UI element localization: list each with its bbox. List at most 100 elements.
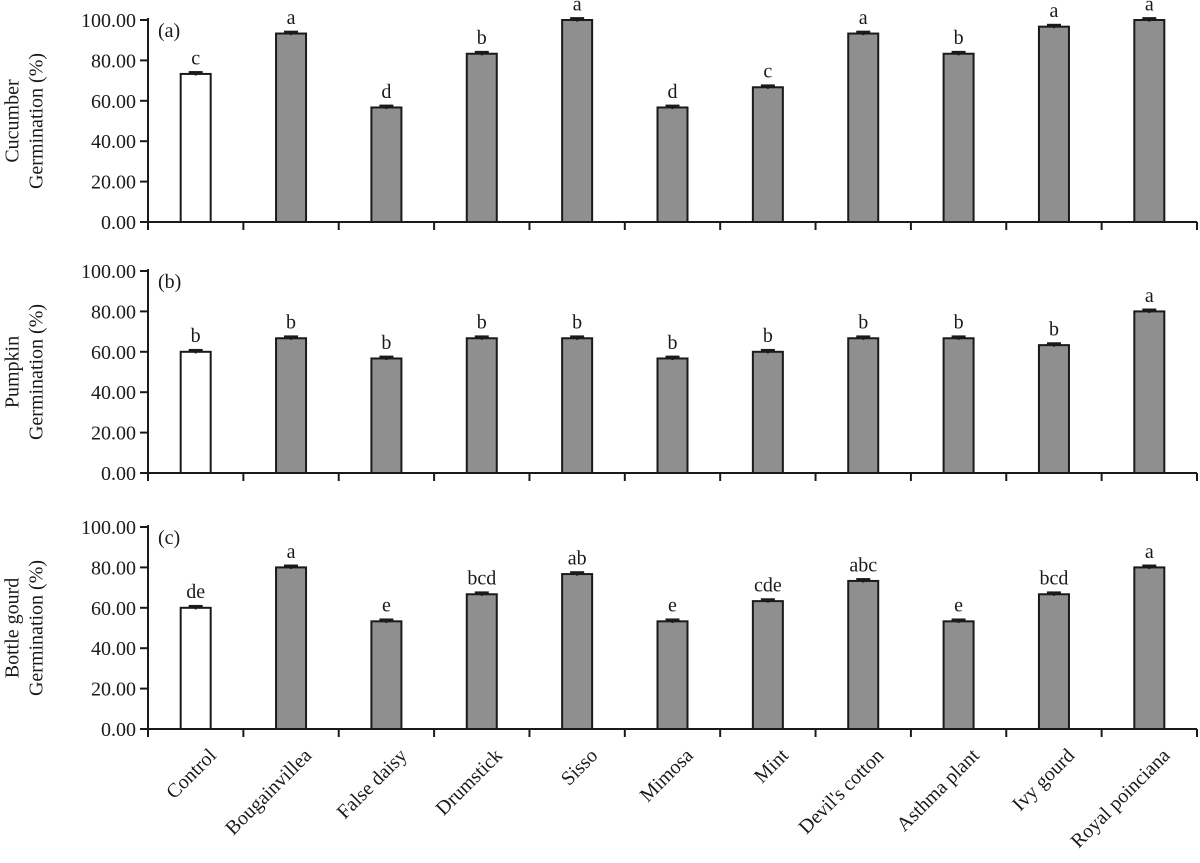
x-tick-label: False daisy — [333, 745, 412, 824]
significance-letter: b — [668, 332, 678, 354]
significance-letter: a — [287, 7, 296, 29]
significance-letter: ab — [568, 547, 587, 569]
y-tick-label: 80.00 — [91, 557, 136, 579]
y-axis-label: Germination (%) — [26, 560, 48, 696]
y-tick-label: 100.00 — [81, 10, 136, 32]
bar — [1133, 310, 1166, 474]
bar — [847, 579, 880, 731]
panel-label: (a) — [158, 20, 180, 42]
y-tick-label: 0.00 — [101, 719, 136, 741]
significance-letter: abc — [849, 554, 877, 576]
significance-letter: a — [1145, 541, 1154, 563]
significance-letter: e — [382, 595, 391, 617]
y-tick-label: 0.00 — [101, 212, 136, 234]
bar — [656, 106, 689, 223]
bar — [275, 566, 308, 731]
significance-letter: a — [859, 7, 868, 29]
bar — [1037, 25, 1070, 223]
bar — [465, 337, 498, 474]
x-tick-label: Control — [162, 744, 221, 803]
significance-letter: d — [381, 81, 391, 103]
y-tick-label: 60.00 — [91, 342, 136, 364]
bar — [179, 606, 212, 730]
bar — [1133, 19, 1166, 223]
y-tick-label: 80.00 — [91, 50, 136, 72]
significance-letter: b — [1049, 319, 1059, 341]
significance-letter: c — [763, 61, 772, 83]
bar — [370, 620, 403, 730]
bar — [179, 350, 212, 474]
x-tick-label: Mimosa — [636, 745, 698, 807]
x-tick-label: Bougainvillea — [221, 745, 316, 840]
significance-letter: d — [668, 81, 678, 103]
significance-letter: e — [954, 595, 963, 617]
y-tick-label: 80.00 — [91, 301, 136, 323]
bar — [847, 32, 880, 224]
y-tick-label: 0.00 — [101, 463, 136, 485]
significance-letter: b — [381, 332, 391, 354]
y-tick-label: 20.00 — [91, 423, 136, 445]
y-axis-label: Cucumber — [2, 79, 24, 163]
significance-letter: b — [572, 312, 582, 334]
bar — [465, 52, 498, 224]
panel-label: (b) — [158, 271, 181, 293]
bar — [561, 19, 594, 223]
y-tick-label: 20.00 — [91, 679, 136, 701]
x-tick-label: Ivy gourd — [1008, 745, 1079, 816]
bar — [465, 593, 498, 730]
y-tick-label: 100.00 — [81, 261, 136, 283]
significance-letter: b — [954, 27, 964, 49]
x-tick-label: Mint — [750, 744, 793, 787]
significance-letter: b — [954, 312, 964, 334]
x-tick-label: Devil's cotton — [794, 745, 888, 839]
x-tick-label: Drumstick — [432, 745, 507, 820]
bar — [656, 620, 689, 730]
bar — [1133, 566, 1166, 731]
y-axis-label: Pumpkin — [2, 336, 24, 408]
bar — [751, 86, 784, 223]
significance-letter: bcd — [467, 568, 496, 590]
bar — [275, 337, 308, 474]
bar — [751, 350, 784, 474]
y-axis-label: Germination (%) — [26, 53, 48, 189]
bar — [179, 72, 212, 223]
bar — [1037, 593, 1070, 730]
bar — [942, 620, 975, 730]
y-tick-label: 60.00 — [91, 91, 136, 113]
bar — [1037, 344, 1070, 474]
significance-letter: a — [1145, 0, 1154, 15]
bar — [275, 32, 308, 224]
x-tick-label: Royal poinciana — [1067, 745, 1175, 853]
significance-letter: a — [573, 0, 582, 15]
bar — [942, 52, 975, 224]
significance-letter: b — [858, 312, 868, 334]
y-axis-label: Bottle gourd — [2, 578, 24, 679]
significance-letter: b — [191, 325, 201, 347]
y-tick-label: 100.00 — [81, 517, 136, 539]
bar — [370, 357, 403, 474]
y-tick-label: 40.00 — [91, 382, 136, 404]
x-tick-label: Asthma plant — [892, 744, 984, 836]
bar — [370, 106, 403, 223]
significance-letter: cde — [754, 575, 782, 597]
significance-letter: b — [286, 312, 296, 334]
significance-letter: a — [1050, 0, 1059, 22]
bar — [942, 337, 975, 474]
y-tick-label: 20.00 — [91, 172, 136, 194]
x-tick-label: Sisso — [557, 745, 602, 790]
y-tick-label: 40.00 — [91, 638, 136, 660]
significance-letter: e — [668, 595, 677, 617]
significance-letter: a — [1145, 285, 1154, 307]
significance-letter: b — [477, 27, 487, 49]
significance-letter: b — [763, 325, 773, 347]
bar — [561, 337, 594, 474]
panel-label: (c) — [158, 527, 180, 549]
significance-letter: b — [477, 312, 487, 334]
significance-letter: de — [186, 581, 205, 603]
bar — [751, 600, 784, 730]
bar — [561, 573, 594, 730]
y-tick-label: 40.00 — [91, 131, 136, 153]
y-tick-label: 60.00 — [91, 598, 136, 620]
significance-letter: bcd — [1040, 568, 1069, 590]
